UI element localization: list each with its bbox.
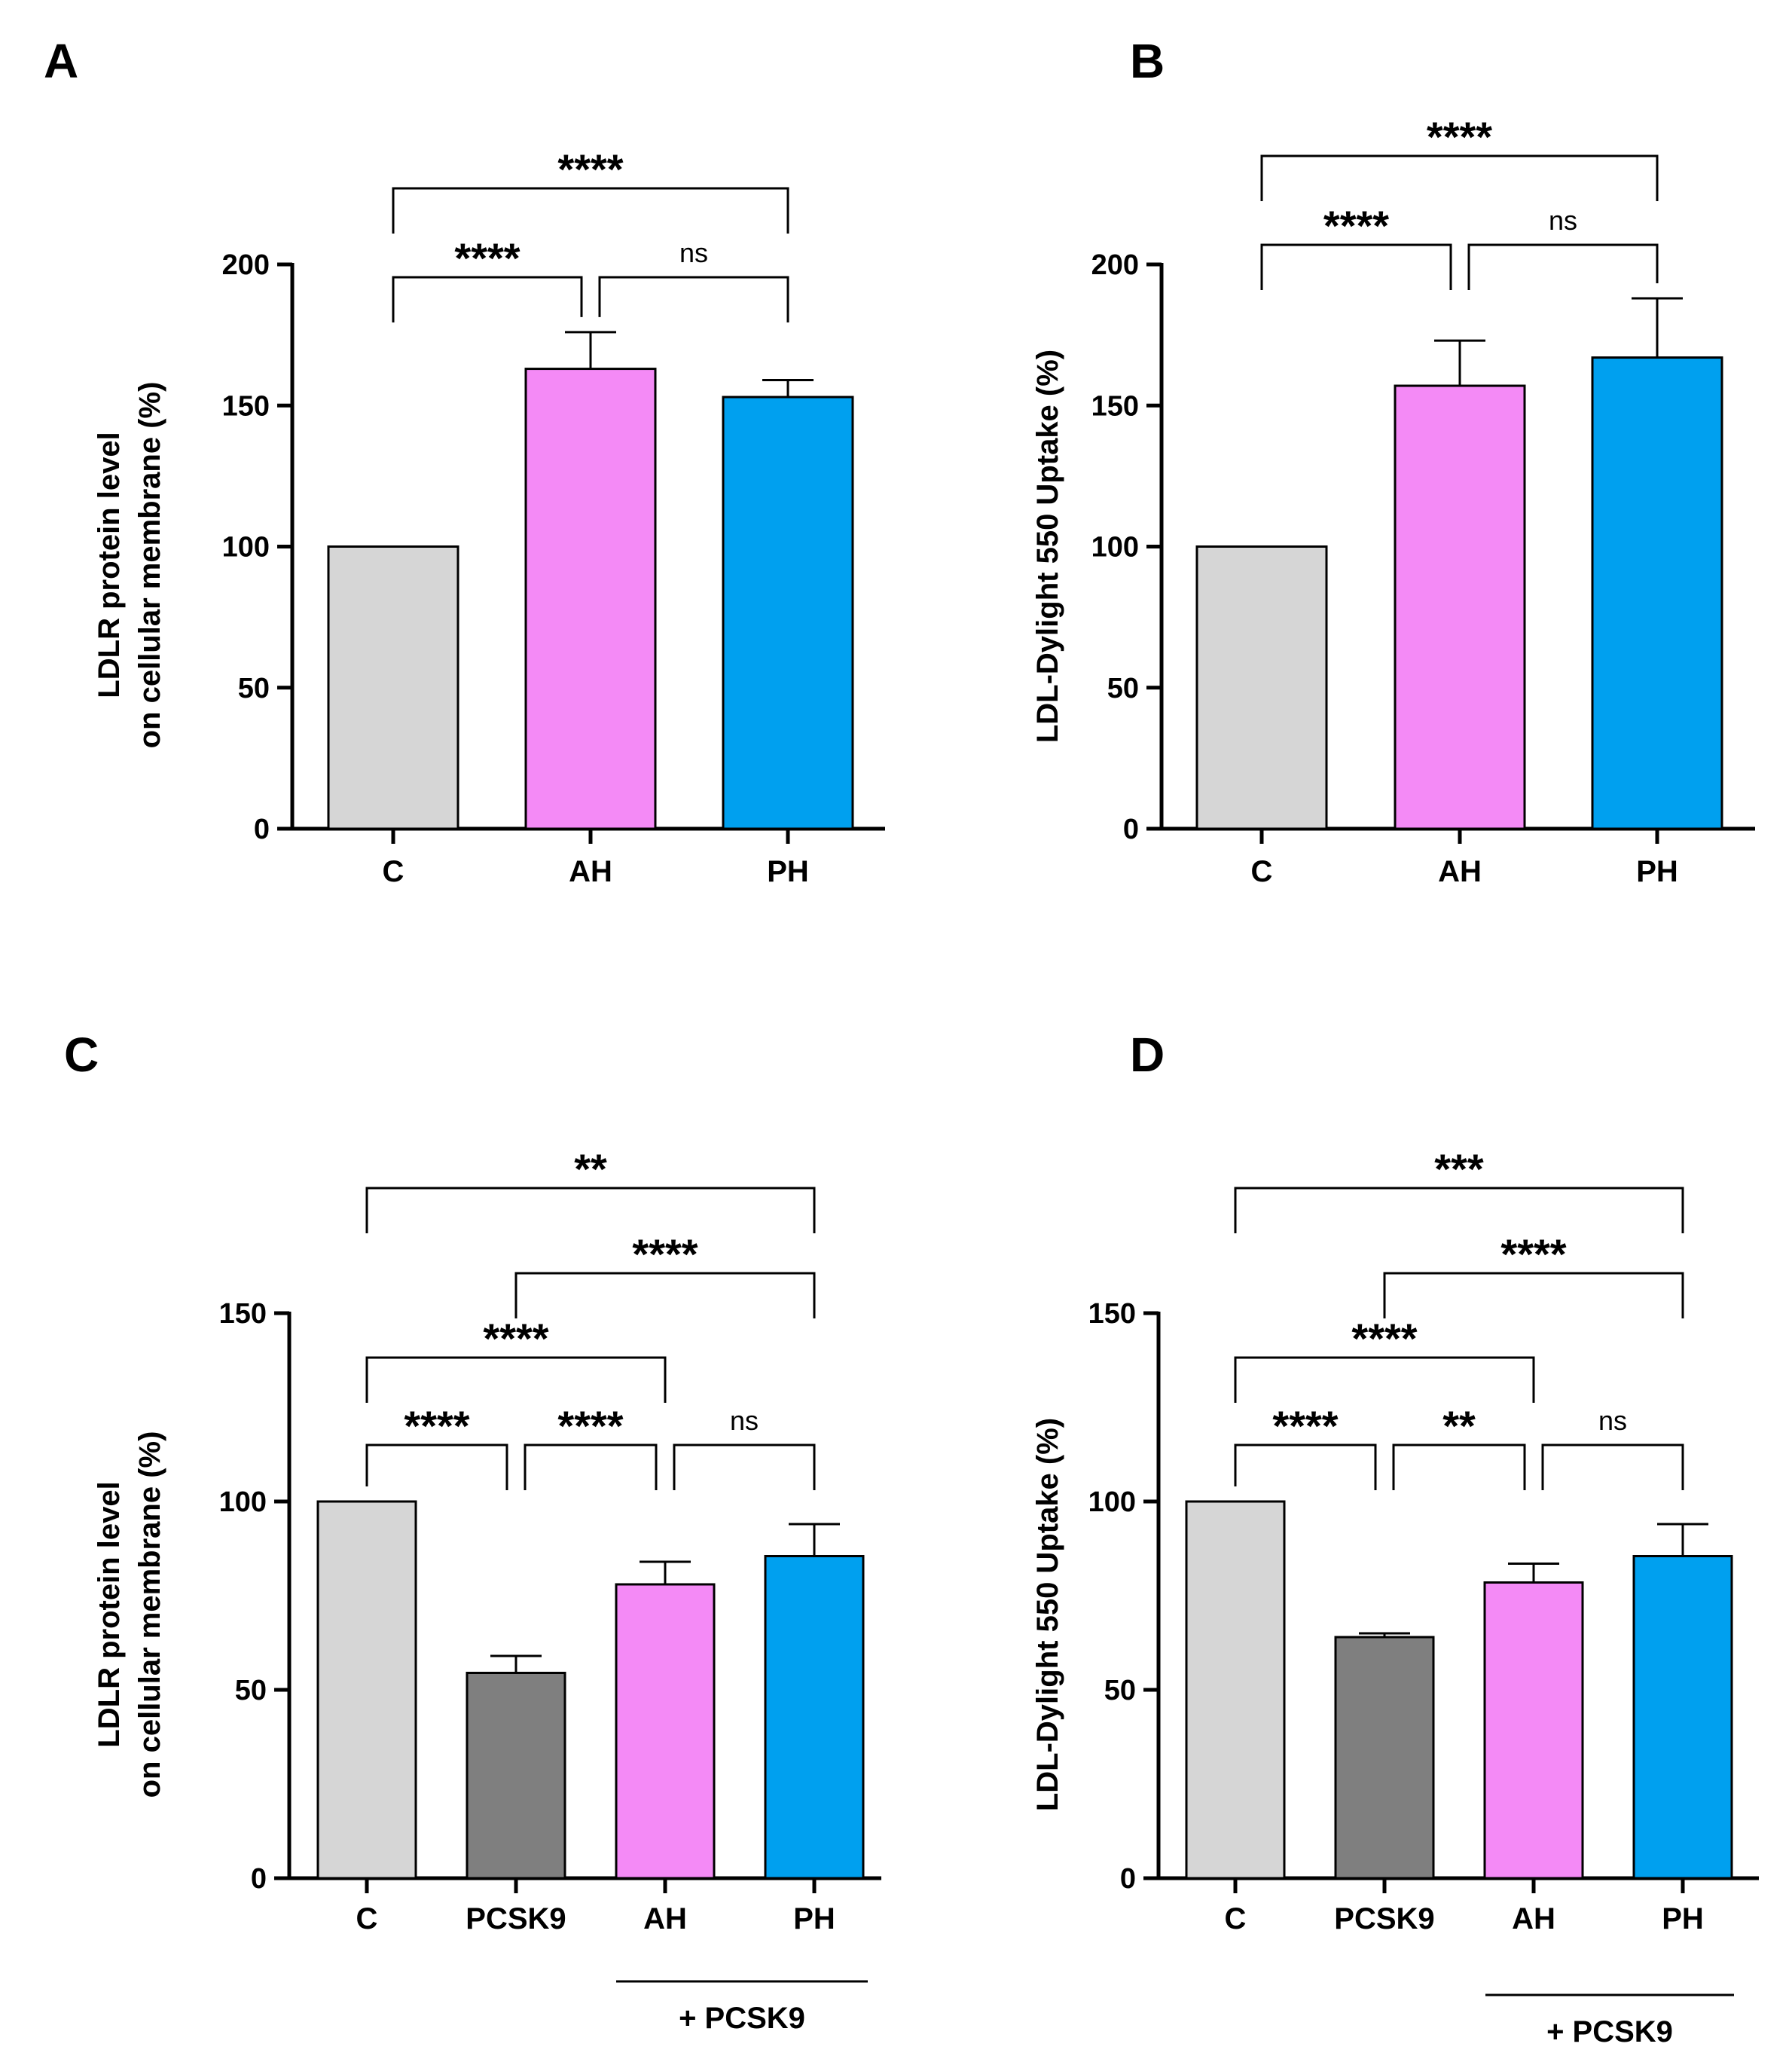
x-tick-label: PH [767, 855, 809, 888]
y-axis-label: LDLR protein level [93, 432, 126, 698]
y-tick-label: 0 [251, 1863, 267, 1895]
significance-label: ns [1598, 1405, 1627, 1436]
significance-label: **** [1323, 202, 1389, 249]
y-tick-label: 50 [1104, 1675, 1136, 1706]
significance-bracket [1383, 1272, 1684, 1318]
significance-bracket [365, 1356, 667, 1403]
x-tick-label: C [356, 1902, 378, 1935]
significance-bracket [598, 276, 789, 322]
y-tick-label: 50 [238, 673, 270, 704]
significance-bracket [1260, 154, 1659, 201]
panel-letter: B [1130, 34, 1165, 88]
significance-bracket [673, 1443, 816, 1490]
y-axis-label: on cellular membrane (%) [133, 1431, 166, 1798]
bar-ph [1632, 1555, 1733, 1880]
significance-label: ns [730, 1405, 759, 1436]
y-tick-label: 0 [1120, 1863, 1136, 1895]
y-tick-label: 200 [1091, 249, 1139, 281]
y-axis-label: on cellular membrane (%) [133, 382, 166, 749]
bar-ph [764, 1555, 865, 1880]
bar-c [316, 1500, 417, 1880]
x-tick-label: PH [1636, 855, 1678, 888]
significance-label: **** [1272, 1402, 1338, 1450]
x-tick-label: C [383, 855, 404, 888]
significance-bracket [1467, 243, 1659, 290]
y-tick-label: 0 [254, 814, 270, 845]
significance-label: **** [454, 234, 520, 282]
significance-bracket [514, 1272, 816, 1318]
significance-bracket [1541, 1443, 1684, 1490]
bar-ah [524, 368, 657, 830]
significance-label: **** [632, 1230, 698, 1278]
significance-label: **** [557, 145, 623, 193]
group-label: + PCSK9 [679, 2002, 805, 2035]
significance-bracket [1260, 243, 1452, 290]
x-tick-label: PCSK9 [466, 1902, 566, 1935]
y-tick-label: 100 [222, 532, 270, 564]
significance-label: **** [404, 1402, 469, 1450]
significance-bracket [1234, 1187, 1684, 1233]
x-tick-label: C [1251, 855, 1273, 888]
significance-bracket [1392, 1443, 1526, 1490]
y-tick-label: 150 [1088, 1298, 1136, 1330]
significance-bracket [365, 1187, 816, 1233]
y-tick-label: 100 [1091, 532, 1139, 564]
y-tick-label: 200 [222, 249, 270, 281]
significance-label: ns [1549, 205, 1577, 236]
panel-letter: A [44, 34, 78, 88]
panel-b: B LDL-Dylight 550 Uptake (%) 0 50 100 150 200 C… [1031, 34, 1755, 888]
significance-label: **** [1427, 113, 1492, 160]
significance-label: **** [1500, 1230, 1566, 1278]
bar-ah [1394, 384, 1526, 830]
bar-c [1185, 1500, 1286, 1880]
significance-label: **** [483, 1315, 548, 1362]
significance-bracket [392, 276, 583, 322]
significance-bracket [1234, 1356, 1535, 1403]
x-tick-label: AH [643, 1902, 687, 1935]
bar-pcsk9 [1334, 1636, 1435, 1880]
x-tick-label: C [1225, 1902, 1247, 1935]
significance-bracket [392, 187, 789, 234]
panel-d: D LDL-Dylight 550 Uptake (%) 0 50 100 150 C PCS… [1031, 1028, 1759, 2048]
significance-bracket [1234, 1443, 1377, 1490]
bar-ph [1591, 356, 1723, 830]
significance-bracket [524, 1443, 658, 1490]
x-tick-label: PH [793, 1902, 835, 1935]
x-tick-label: AH [1438, 855, 1482, 888]
bar-c [327, 545, 459, 830]
significance-label: ns [679, 237, 708, 268]
y-axis-label: LDLR protein level [93, 1481, 126, 1747]
panel-letter: C [64, 1028, 99, 1082]
panel-c: C LDLR protein level on cellular membrane … [64, 1028, 881, 2035]
x-tick-label: AH [569, 855, 612, 888]
y-axis-label: LDL-Dylight 550 Uptake (%) [1031, 350, 1064, 743]
panel-letter: D [1130, 1028, 1165, 1082]
significance-label: *** [1434, 1145, 1484, 1193]
y-axis-label: LDL-Dylight 550 Uptake (%) [1031, 1418, 1064, 1811]
group-label: + PCSK9 [1546, 2015, 1673, 2048]
significance-label: ** [1442, 1402, 1476, 1450]
panel-a: A LDLR protein level on cellular membrane … [44, 34, 885, 888]
x-tick-label: AH [1512, 1902, 1555, 1935]
y-tick-label: 150 [1091, 390, 1139, 422]
significance-label: **** [557, 1402, 623, 1450]
significance-label: ** [574, 1145, 607, 1193]
bar-c [1195, 545, 1328, 830]
significance-bracket [365, 1443, 508, 1490]
significance-label: **** [1351, 1315, 1417, 1362]
bar-ah [615, 1583, 716, 1880]
y-tick-label: 150 [219, 1298, 267, 1330]
bar-ah [1483, 1581, 1584, 1880]
y-tick-label: 50 [1107, 673, 1139, 704]
y-tick-label: 0 [1123, 814, 1139, 845]
y-tick-label: 150 [222, 390, 270, 422]
x-tick-label: PH [1662, 1902, 1704, 1935]
bar-pcsk9 [466, 1672, 566, 1880]
y-tick-label: 50 [235, 1675, 267, 1706]
bar-ph [722, 396, 854, 830]
y-tick-label: 100 [1088, 1486, 1136, 1518]
y-tick-label: 100 [219, 1486, 267, 1518]
x-tick-label: PCSK9 [1334, 1902, 1434, 1935]
